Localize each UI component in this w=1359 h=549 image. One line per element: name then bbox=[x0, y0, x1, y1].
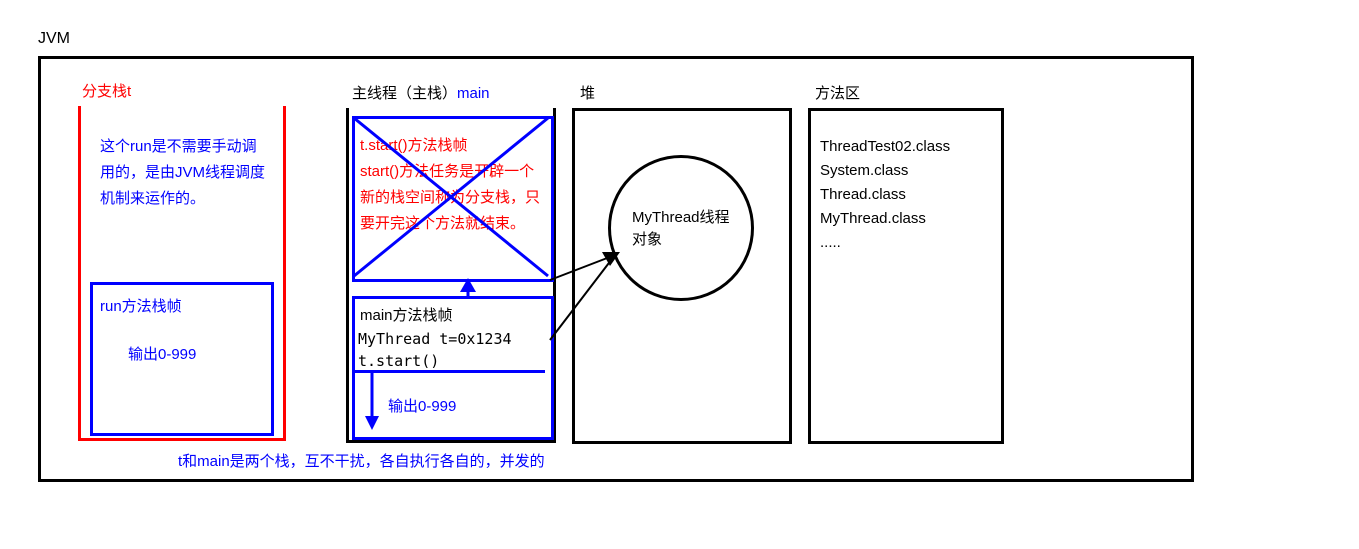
method-area-title: 方法区 bbox=[815, 82, 860, 103]
main-stack-bottom bbox=[346, 440, 556, 443]
run-frame-body: 输出0-999 bbox=[128, 343, 196, 364]
class-1: ThreadTest02.class bbox=[820, 135, 950, 159]
run-desc: 这个run是不需要手动调用的，是由JVM线程调度机制来运作的。 bbox=[100, 134, 270, 212]
class-2: System.class bbox=[820, 159, 950, 183]
branch-stack-right bbox=[283, 106, 286, 438]
main-frame-output: 输出0-999 bbox=[388, 395, 456, 416]
main-stack-title-part1: 主线程（主栈）main bbox=[352, 85, 490, 102]
main-stack-left bbox=[346, 108, 349, 440]
footer-text: t和main是两个栈，互不干扰，各自执行各自的，并发的 bbox=[178, 450, 545, 471]
start-frame-line1: t.start()方法栈帧 bbox=[360, 133, 545, 159]
heap-obj-line1: MyThread线程 bbox=[632, 206, 730, 227]
branch-stack-left bbox=[78, 106, 81, 438]
class-4: MyThread.class bbox=[820, 207, 950, 231]
class-3: Thread.class bbox=[820, 183, 950, 207]
main-frame-line2: t.start() bbox=[358, 352, 439, 370]
branch-stack-title: 分支栈t bbox=[82, 80, 131, 101]
start-frame-line2: start()方法任务是开辟一个新的栈空间称为分支栈，只要开完这个方法就结束。 bbox=[360, 159, 545, 237]
heap-obj-line2: 对象 bbox=[632, 228, 662, 249]
start-frame-text: t.start()方法栈帧 start()方法任务是开辟一个新的栈空间称为分支栈… bbox=[360, 133, 545, 237]
method-area-list: ThreadTest02.class System.class Thread.c… bbox=[820, 135, 950, 255]
heap-title: 堆 bbox=[580, 82, 595, 103]
main-frame-divider bbox=[355, 370, 545, 373]
main-frame-title: main方法栈帧 bbox=[360, 304, 453, 325]
class-5: ..... bbox=[820, 231, 950, 255]
main-stack-title-black: 主线程（主栈）main bbox=[352, 82, 490, 103]
run-frame-title: run方法栈帧 bbox=[100, 295, 182, 316]
branch-stack-bottom bbox=[78, 438, 286, 441]
main-frame-line1: MyThread t=0x1234 bbox=[358, 330, 512, 348]
heap-object-circle bbox=[608, 155, 754, 301]
jvm-title: JVM bbox=[38, 30, 70, 48]
